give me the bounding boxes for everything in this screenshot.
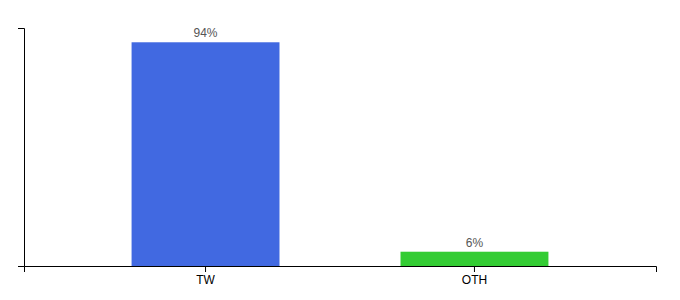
x-tick-label: OTH: [462, 273, 487, 287]
x-tick-label: TW: [196, 273, 215, 287]
x-tick: OTH: [462, 266, 487, 287]
chart: TW OTH 94% 6%: [0, 0, 680, 300]
y-axis-line: [18, 29, 25, 267]
data-label: 6%: [466, 236, 484, 250]
data-label: 94%: [194, 26, 218, 40]
y-axis: [18, 29, 25, 267]
x-tick: TW: [196, 266, 215, 287]
bar: [401, 252, 549, 266]
x-axis-line: [25, 267, 657, 273]
plot: TW OTH 94% 6%: [18, 26, 657, 286]
bars: [132, 42, 549, 266]
x-tick-mark: [205, 266, 206, 272]
data-labels: 94% 6%: [194, 26, 484, 249]
bar: [132, 42, 280, 266]
x-tick-mark: [474, 266, 475, 272]
x-axis: TW OTH: [25, 266, 657, 287]
